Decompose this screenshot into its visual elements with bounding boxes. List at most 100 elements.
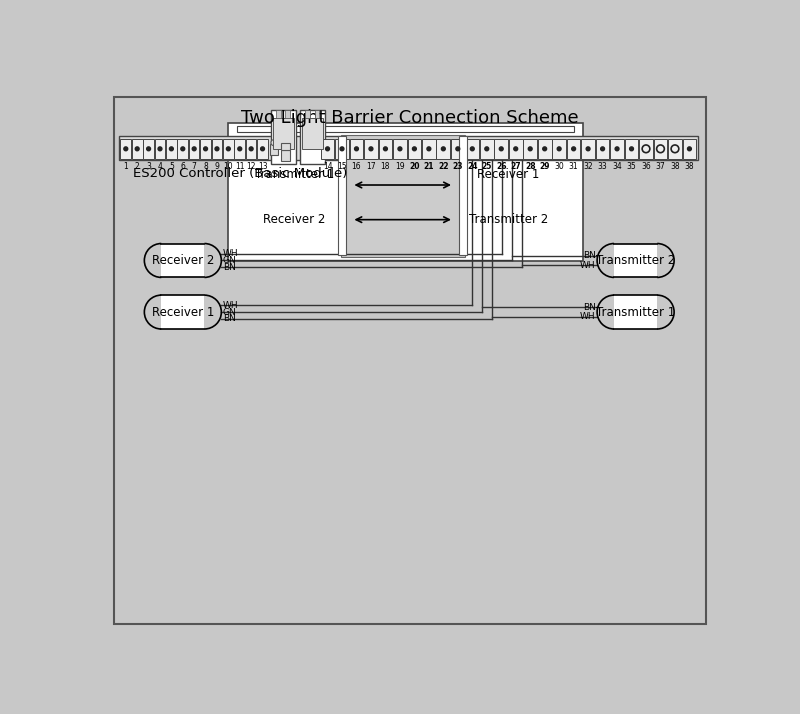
Text: Receiver 1: Receiver 1: [152, 306, 214, 318]
Bar: [306, 111, 310, 118]
Text: WH: WH: [223, 249, 238, 258]
Bar: [341, 135, 466, 256]
Text: 7: 7: [192, 162, 197, 171]
Circle shape: [427, 147, 430, 151]
Text: Receiver 2: Receiver 2: [152, 254, 214, 267]
Circle shape: [192, 147, 196, 151]
Bar: [614, 243, 657, 278]
Text: BN: BN: [582, 303, 595, 312]
Bar: [552, 139, 566, 159]
Text: ES200 Controller (Basic Module): ES200 Controller (Basic Module): [133, 167, 347, 180]
Bar: [162, 295, 205, 329]
Circle shape: [181, 147, 185, 151]
Text: 31: 31: [569, 162, 578, 171]
Bar: [422, 139, 436, 159]
Circle shape: [250, 147, 253, 151]
Bar: [350, 139, 363, 159]
Text: 17: 17: [366, 162, 376, 171]
Bar: [119, 136, 698, 160]
Text: 21: 21: [424, 162, 434, 171]
Text: 2: 2: [135, 162, 139, 171]
Text: 28: 28: [525, 162, 535, 171]
Circle shape: [630, 147, 634, 151]
Text: Receiver 1: Receiver 1: [478, 169, 540, 181]
Text: 35: 35: [626, 162, 637, 171]
Bar: [538, 139, 551, 159]
Circle shape: [135, 147, 139, 151]
Bar: [302, 118, 323, 149]
Circle shape: [226, 147, 230, 151]
Text: 9: 9: [214, 162, 219, 171]
Text: 34: 34: [612, 162, 622, 171]
Text: 29: 29: [539, 162, 550, 171]
Bar: [639, 139, 653, 159]
Bar: [480, 139, 494, 159]
Text: 12: 12: [246, 162, 256, 171]
Text: 18: 18: [381, 162, 390, 171]
Circle shape: [615, 147, 619, 151]
Text: 27: 27: [510, 162, 521, 171]
Text: BN: BN: [223, 314, 236, 323]
Bar: [614, 295, 657, 329]
Text: 3: 3: [146, 162, 151, 171]
Bar: [276, 111, 281, 118]
Bar: [338, 136, 346, 255]
Bar: [566, 139, 581, 159]
Circle shape: [442, 147, 446, 151]
Text: Transmitter 2: Transmitter 2: [469, 213, 548, 226]
Circle shape: [398, 147, 402, 151]
Text: 15: 15: [337, 162, 347, 171]
Circle shape: [215, 147, 219, 151]
Text: Receiver 2: Receiver 2: [263, 213, 326, 226]
Bar: [300, 111, 326, 164]
Bar: [625, 139, 638, 159]
Bar: [314, 111, 319, 118]
Text: 32: 32: [583, 162, 593, 171]
Bar: [393, 139, 406, 159]
Text: 38: 38: [670, 162, 680, 171]
Text: WH: WH: [580, 312, 595, 321]
Text: 8: 8: [203, 162, 208, 171]
Text: 19: 19: [395, 162, 405, 171]
Bar: [494, 139, 508, 159]
Bar: [378, 139, 392, 159]
Circle shape: [170, 147, 174, 151]
Text: 5: 5: [169, 162, 174, 171]
Circle shape: [340, 147, 344, 151]
Text: WH: WH: [580, 261, 595, 270]
Bar: [286, 111, 290, 118]
Bar: [270, 144, 278, 155]
Circle shape: [601, 147, 605, 151]
Circle shape: [261, 147, 265, 151]
Bar: [668, 139, 682, 159]
Bar: [610, 139, 624, 159]
Bar: [459, 136, 467, 255]
Text: 22: 22: [438, 162, 449, 171]
Bar: [281, 151, 290, 161]
Text: 25: 25: [482, 162, 492, 171]
Text: 13: 13: [258, 162, 267, 171]
Text: 20: 20: [409, 162, 420, 171]
Text: 4: 4: [158, 162, 162, 171]
Bar: [364, 139, 378, 159]
Circle shape: [271, 139, 277, 146]
Bar: [273, 118, 294, 149]
Bar: [321, 139, 334, 159]
Text: 30: 30: [554, 162, 564, 171]
Bar: [509, 139, 522, 159]
Text: Transmitter 2: Transmitter 2: [596, 254, 675, 267]
Bar: [132, 139, 142, 159]
Circle shape: [413, 147, 416, 151]
Bar: [523, 139, 537, 159]
Text: Two Light Barrier Connection Scheme: Two Light Barrier Connection Scheme: [241, 109, 579, 127]
Text: WH: WH: [223, 301, 238, 310]
Bar: [682, 139, 696, 159]
Circle shape: [485, 147, 489, 151]
Bar: [178, 139, 188, 159]
Bar: [234, 139, 245, 159]
Circle shape: [146, 147, 150, 151]
Bar: [437, 139, 450, 159]
Bar: [246, 139, 257, 159]
Bar: [166, 139, 177, 159]
Bar: [162, 243, 205, 278]
